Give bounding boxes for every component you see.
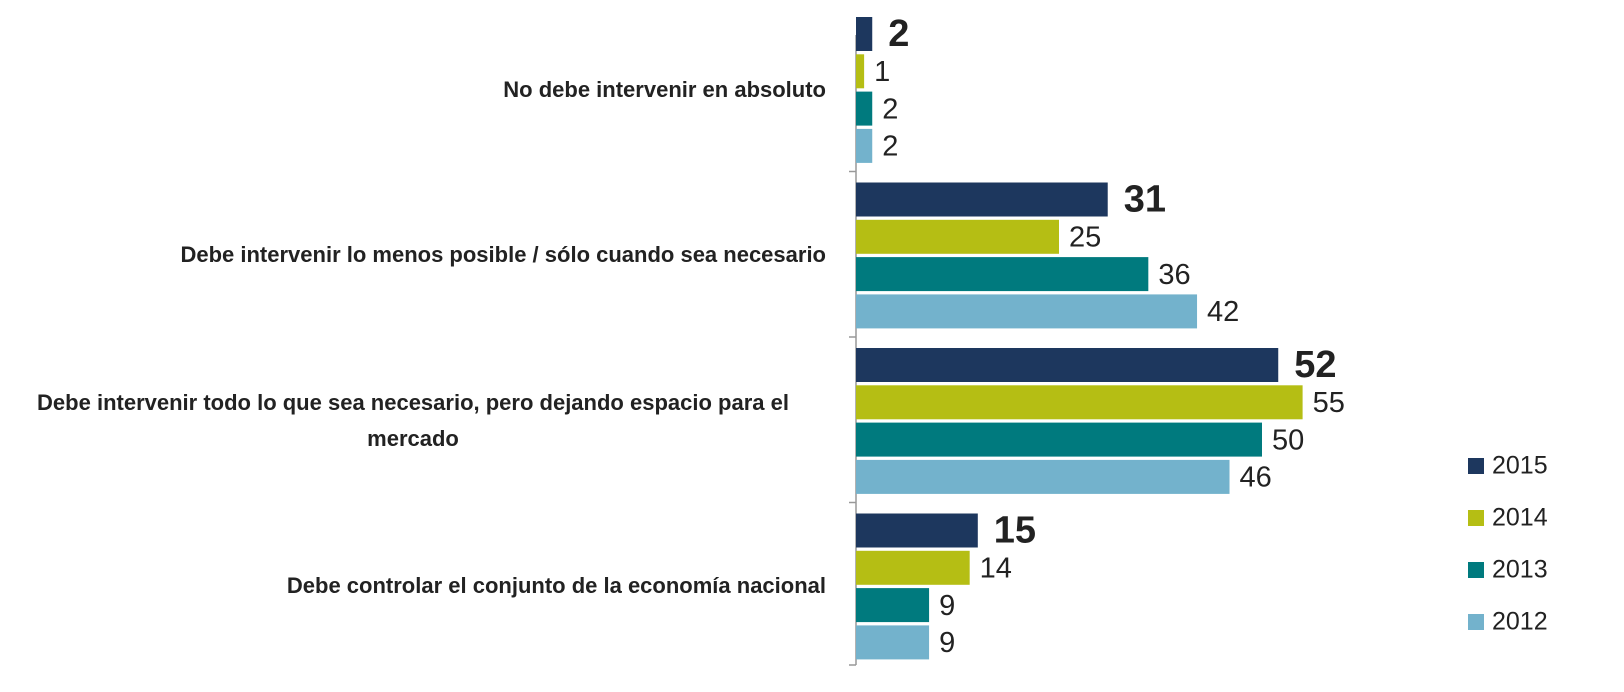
bar <box>856 91 873 126</box>
value-label: 46 <box>1240 462 1272 494</box>
value-label: 52 <box>1294 344 1336 386</box>
category-label-box: Debe controlar el conjunto de la economí… <box>0 568 826 604</box>
value-label: 42 <box>1207 296 1239 328</box>
bar <box>856 422 1262 457</box>
bar <box>856 257 1149 292</box>
value-label: 50 <box>1272 424 1304 456</box>
legend-label: 2015 <box>1492 452 1548 480</box>
bar <box>856 17 873 51</box>
bar <box>856 385 1303 420</box>
value-label: 9 <box>939 590 955 622</box>
category-label: No debe intervenir en absoluto <box>503 76 826 102</box>
legend-swatch <box>1468 510 1484 526</box>
legend-label: 2013 <box>1492 556 1548 584</box>
value-label: 15 <box>994 510 1036 552</box>
bar <box>856 625 930 660</box>
value-label: 1 <box>874 56 890 88</box>
bar <box>856 128 873 163</box>
value-label: 2 <box>888 13 909 55</box>
legend-swatch <box>1468 458 1484 474</box>
bar <box>856 219 1059 254</box>
category-label: Debe controlar el conjunto de la economí… <box>286 573 826 599</box>
bar <box>856 348 1279 382</box>
value-label: 31 <box>1124 179 1166 221</box>
legend-swatch <box>1468 614 1484 630</box>
category-label-box: No debe intervenir en absoluto <box>0 72 826 108</box>
bar <box>856 588 930 623</box>
bar <box>856 550 970 585</box>
legend-label: 2014 <box>1492 504 1548 532</box>
category-label-box: Debe intervenir lo menos posible / sólo … <box>0 237 826 273</box>
bar <box>856 294 1198 329</box>
legend-label: 2012 <box>1492 608 1548 636</box>
category-label: Debe intervenir lo menos posible / sólo … <box>180 242 826 268</box>
value-label: 2 <box>882 93 898 125</box>
legend-swatch <box>1468 562 1484 578</box>
value-label: 25 <box>1069 221 1101 253</box>
bar <box>856 182 1108 217</box>
bar <box>856 459 1230 494</box>
category-label: Debe intervenir todo lo que sea necesari… <box>37 389 789 451</box>
value-label: 55 <box>1313 387 1345 419</box>
value-label: 9 <box>939 627 955 659</box>
value-label: 2 <box>882 131 898 163</box>
category-label-box: Debe intervenir todo lo que sea necesari… <box>0 385 826 457</box>
bar <box>856 513 978 548</box>
value-label: 36 <box>1158 259 1190 291</box>
value-label: 14 <box>980 552 1012 584</box>
bar <box>856 54 865 89</box>
